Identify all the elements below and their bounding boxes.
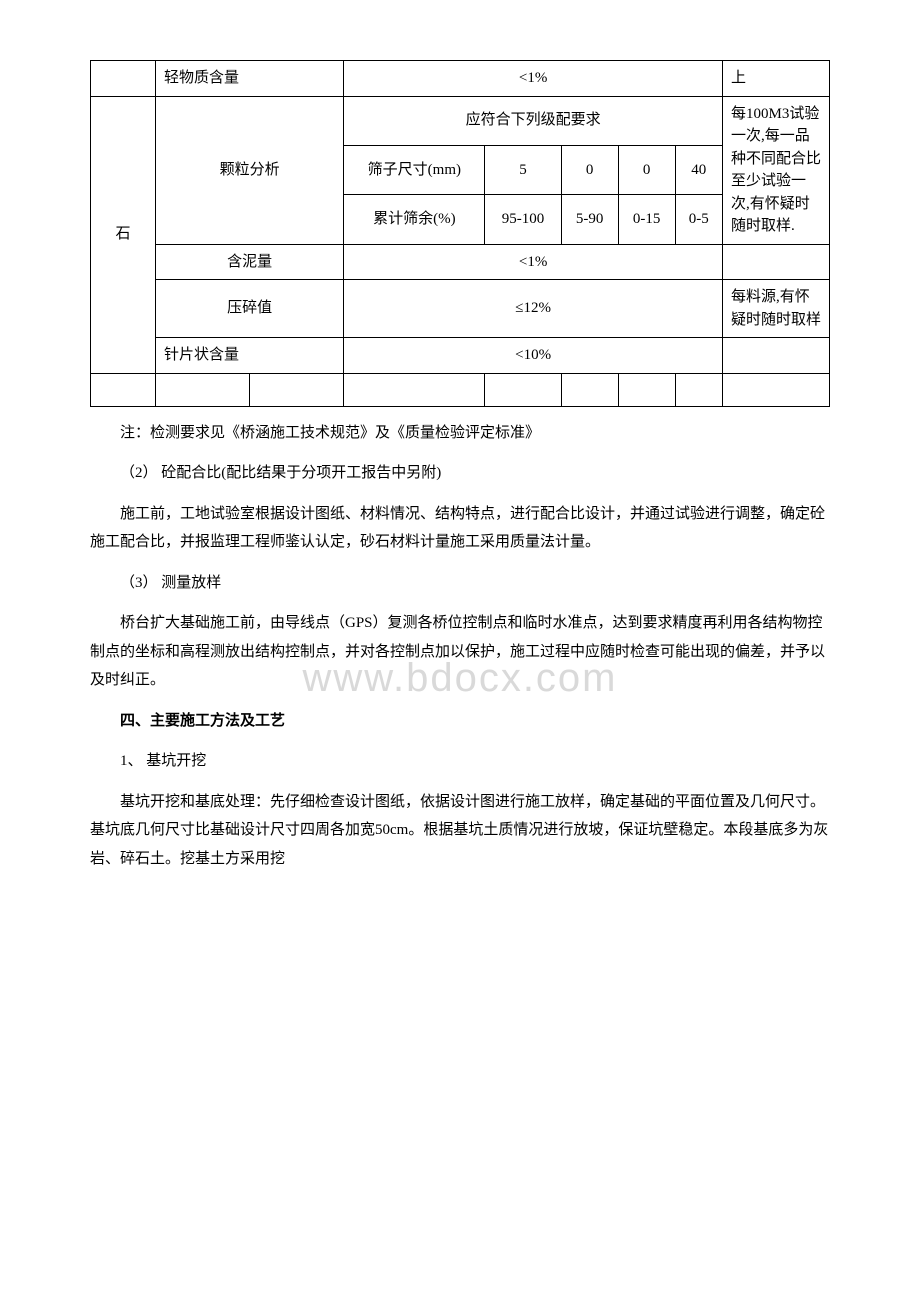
cell-blank — [344, 373, 485, 406]
cell-stone: 石 — [91, 96, 156, 373]
cell-blank — [91, 373, 156, 406]
cell-light-value: <1% — [344, 61, 723, 97]
cell-blank — [561, 373, 618, 406]
cell-sieve-label: 筛子尺寸(mm) — [344, 145, 485, 194]
cell-blank — [618, 373, 675, 406]
material-spec-table: 轻物质含量 <1% 上 石 颗粒分析 应符合下列级配要求 每100M3试验一次,… — [90, 60, 830, 407]
cell-grain-note: 每100M3试验一次,每一品种不同配合比至少试验一次,有怀疑时随时取样. — [723, 96, 830, 244]
page-content: 轻物质含量 <1% 上 石 颗粒分析 应符合下列级配要求 每100M3试验一次,… — [90, 60, 830, 873]
cell-mud-label: 含泥量 — [156, 244, 344, 280]
cell-grain-label: 颗粒分析 — [156, 96, 344, 244]
cell-residue-v1: 95-100 — [485, 195, 561, 244]
para-3-title: （3） 测量放样 — [90, 569, 830, 598]
cell-residue-v2: 5-90 — [561, 195, 618, 244]
table-row: 压碎值 ≤12% 每料源,有怀疑时随时取样 — [91, 280, 830, 338]
cell-blank — [91, 61, 156, 97]
cell-needle-label: 针片状含量 — [156, 338, 344, 374]
cell-crush-note: 每料源,有怀疑时随时取样 — [723, 280, 830, 338]
cell-blank — [485, 373, 561, 406]
para-note: 注：检测要求见《桥涵施工技术规范》及《质量检验评定标准》 — [90, 419, 830, 448]
cell-blank — [156, 373, 250, 406]
cell-residue-v3: 0-15 — [618, 195, 675, 244]
cell-blank — [723, 373, 830, 406]
cell-needle-value: <10% — [344, 338, 723, 374]
cell-grain-header: 应符合下列级配要求 — [344, 96, 723, 145]
table-row: 含泥量 <1% — [91, 244, 830, 280]
cell-blank — [675, 373, 722, 406]
cell-sieve-v3: 0 — [618, 145, 675, 194]
cell-light-note: 上 — [723, 61, 830, 97]
table-row: 针片状含量 <10% — [91, 338, 830, 374]
table-row — [91, 373, 830, 406]
cell-mud-note — [723, 244, 830, 280]
para-4-body: 基坑开挖和基底处理：先仔细检查设计图纸，依据设计图进行施工放样，确定基础的平面位… — [90, 788, 830, 874]
cell-residue-label: 累计筛余(%) — [344, 195, 485, 244]
cell-needle-note — [723, 338, 830, 374]
table-row: 轻物质含量 <1% 上 — [91, 61, 830, 97]
cell-sieve-v1: 5 — [485, 145, 561, 194]
cell-blank — [250, 373, 344, 406]
cell-residue-v4: 0-5 — [675, 195, 722, 244]
cell-crush-label: 压碎值 — [156, 280, 344, 338]
cell-sieve-v2: 0 — [561, 145, 618, 194]
heading-4: 四、主要施工方法及工艺 — [90, 707, 830, 736]
table-row: 石 颗粒分析 应符合下列级配要求 每100M3试验一次,每一品种不同配合比至少试… — [91, 96, 830, 145]
para-2-title: （2） 砼配合比(配比结果于分项开工报告中另附) — [90, 459, 830, 488]
cell-crush-value: ≤12% — [344, 280, 723, 338]
para-3-body: 桥台扩大基础施工前，由导线点（GPS）复测各桥位控制点和临时水准点，达到要求精度… — [90, 609, 830, 695]
cell-light-label: 轻物质含量 — [156, 61, 344, 97]
cell-sieve-v4: 40 — [675, 145, 722, 194]
para-2-body: 施工前，工地试验室根据设计图纸、材料情况、结构特点，进行配合比设计，并通过试验进… — [90, 500, 830, 557]
cell-mud-value: <1% — [344, 244, 723, 280]
para-4-1: 1、 基坑开挖 — [90, 747, 830, 776]
